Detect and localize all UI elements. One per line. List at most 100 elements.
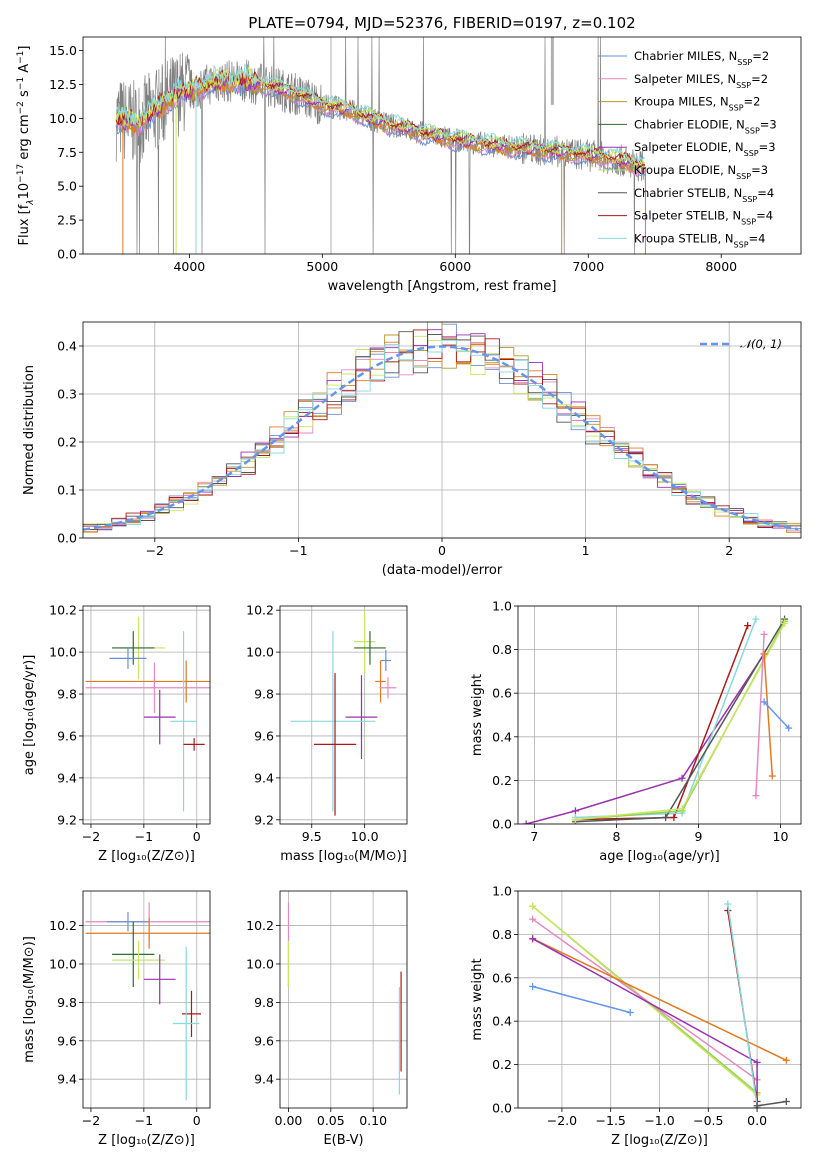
x-axis-label: age [log₁₀(age/yr)] (599, 849, 720, 864)
model-spectrum-kroupa_stelib (115, 63, 646, 162)
x-tick-label: 8 (612, 829, 620, 844)
series-salpeter_elodie (522, 650, 768, 824)
series-line (756, 1100, 787, 1107)
x-tick-label: 0.05 (317, 1113, 345, 1128)
series-line (575, 618, 757, 819)
legend-label-text: Kroupa ELODIE, N (634, 163, 736, 177)
panel-mass-ebv: 0.00 0.05 0.10 9.4 9.6 9.8 10.0 10.2 E(B-V) (246, 890, 408, 1148)
y-tick-label: 9.4 (57, 1072, 77, 1087)
x-axis-label: Z [log₁₀(Z/Z⊙)] (98, 849, 195, 864)
legend-label-text: Salpeter MILES, N (634, 72, 736, 86)
x-tick-label: −1.0 (644, 1113, 674, 1128)
x-tick-label: 7 (530, 829, 538, 844)
legend-label: 𝒩(0, 1) (740, 337, 782, 351)
legend-label-text: Salpeter ELODIE, N (634, 140, 744, 154)
legend-label: Kroupa STELIB, NSSP=4 (634, 231, 765, 249)
plot-area (83, 322, 801, 533)
series-kroupa_stelib (571, 615, 760, 821)
y-tick-label: 9.8 (254, 995, 274, 1010)
y-axis-label-part: Flux [f (17, 204, 32, 245)
series-line (532, 985, 631, 1014)
y-tick-label: 2.5 (57, 213, 77, 228)
x-axis-label: Z [log₁₀(Z/Z⊙)] (611, 1133, 708, 1148)
error-point (185, 660, 188, 703)
legend-label-suffix: =4 (756, 209, 773, 223)
series-chabrier_stelib (753, 1097, 790, 1108)
legend-label-text: Chabrier MILES, N (634, 49, 737, 63)
y-tick-label: 0.2 (492, 1057, 512, 1072)
error-point (109, 647, 147, 669)
x-tick-label: −2 (146, 543, 164, 558)
x-tick-label: 7000 (572, 259, 604, 274)
x-tick-label: −0.5 (693, 1113, 723, 1128)
y-tick-label: 0.4 (57, 339, 77, 354)
series-orange (760, 650, 776, 780)
y-tick-label: 5.0 (57, 179, 77, 194)
error-point (380, 650, 392, 671)
series-salpeter_miles (752, 630, 768, 800)
legend-entry: Chabrier ELODIE, NSSP=3 (598, 117, 777, 135)
legend-label: Chabrier MILES, NSSP=2 (634, 49, 769, 67)
plot-area (287, 902, 402, 1095)
y-tick-label: 0.2 (57, 435, 77, 450)
y-tick-label: 9.6 (57, 1033, 77, 1048)
y-tick-label: 15.0 (49, 43, 77, 58)
x-axis-label: wavelength [Angstrom, rest frame] (328, 279, 557, 294)
legend-label: Salpeter ELODIE, NSSP=3 (634, 140, 776, 158)
y-tick-label: 10.0 (246, 956, 274, 971)
y-tick-label: 0.3 (57, 387, 77, 402)
panel-mass-metallicity: −2 −1 0 9.4 9.6 9.8 10.0 10.2 Z [log₁₀(Z/Z⊙)] mas… (22, 890, 211, 1148)
y-tick-label: 0.6 (492, 686, 512, 701)
gaussian-curve (83, 345, 799, 531)
series-line (755, 634, 765, 796)
legend-label-text: Chabrier ELODIE, N (634, 117, 745, 131)
axes-frame (517, 605, 802, 825)
y-axis-label-part: erg cm (17, 114, 32, 163)
axes-frame (279, 605, 408, 825)
y-tick-label: 10.0 (49, 645, 77, 660)
data-spectrum (115, 37, 646, 254)
y-axis-label: Flux [fλ10−17 erg cm−2 s−1 A−1] (16, 46, 36, 246)
axes-frame (279, 890, 408, 1109)
x-tick-label: −1 (289, 543, 307, 558)
error-point (172, 946, 200, 1101)
legend-label: Kroupa ELODIE, NSSP=3 (634, 163, 768, 181)
legend-label: Chabrier STELIB, NSSP=4 (634, 186, 774, 204)
x-tick-label: 0.10 (359, 1113, 387, 1128)
x-axis-label: mass [log₁₀(M/M⊙)] (280, 849, 407, 864)
legend-label-suffix: =3 (759, 140, 776, 154)
x-tick-label: 9.5 (302, 829, 322, 844)
x-tick-label: −1.5 (596, 1113, 626, 1128)
legend-label: Chabrier ELODIE, NSSP=3 (634, 117, 777, 135)
y-axis-label: Normed distribution (22, 365, 37, 495)
y-tick-label: 0.6 (492, 970, 512, 985)
error-point (354, 631, 386, 665)
y-tick-label: 10.0 (49, 956, 77, 971)
series-gaussian (529, 982, 634, 1017)
series-line (763, 701, 790, 729)
legend-label-sub: SSP (744, 149, 759, 158)
x-tick-label: 0 (193, 1113, 201, 1128)
legend-label-text: Chabrier STELIB, N (634, 186, 742, 200)
series-line (526, 653, 765, 824)
legend-label: Kroupa MILES, NSSP=2 (634, 95, 760, 113)
y-axis-label-part: A (17, 64, 32, 77)
legend-entry: Salpeter MILES, NSSP=2 (598, 72, 768, 89)
legend-entry: Kroupa ELODIE, NSSP=3 (598, 163, 768, 181)
x-tick-label: 0.0 (747, 1113, 767, 1128)
y-axis-label-part: −1 (16, 51, 26, 64)
plot-area (85, 616, 210, 812)
y-tick-label: 0.0 (57, 531, 77, 546)
x-tick-label: −1 (135, 829, 153, 844)
series-salpeter_elodie (529, 935, 761, 1108)
model-spectrum-salpeter_elodie (115, 72, 646, 171)
panel-age-mass: 9.5 10.0 9.2 9.4 9.6 9.8 10.0 10.2 mass [log₁₀(M… (246, 603, 408, 864)
error-point (112, 921, 155, 988)
x-tick-label: −2 (82, 1113, 100, 1128)
panel-weight-metallicity: −2.0 −1.5 −1.0 −0.5 0.0 0.0 0.2 0.4 0.6 0.8 1.0 Z [… (470, 884, 802, 1148)
y-tick-label: 0.0 (57, 247, 77, 262)
error-point (379, 677, 397, 699)
legend-label: Salpeter STELIB, NSSP=4 (634, 209, 773, 227)
error-point (106, 912, 150, 932)
